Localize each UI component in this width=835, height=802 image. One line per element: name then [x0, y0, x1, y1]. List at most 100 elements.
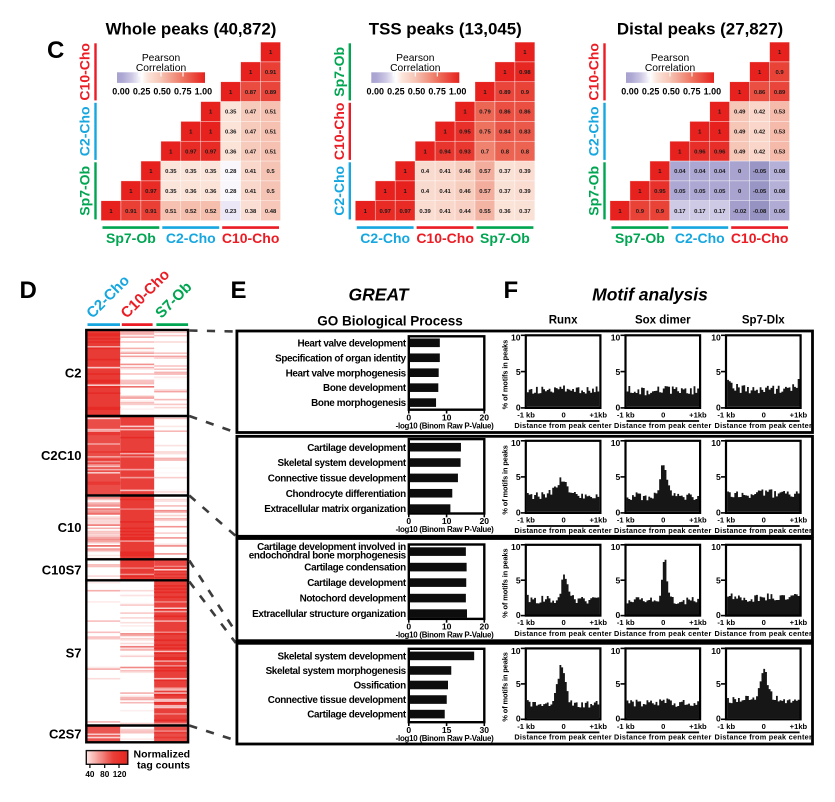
- svg-text:Normalized: Normalized: [134, 749, 191, 761]
- svg-text:0.04: 0.04: [714, 169, 726, 175]
- svg-text:0.84: 0.84: [499, 129, 511, 135]
- svg-text:0.42: 0.42: [754, 110, 766, 116]
- svg-text:C10-Cho: C10-Cho: [222, 230, 280, 246]
- svg-text:Cartilage development involved: Cartilage development involved in: [257, 542, 406, 553]
- svg-text:Extracellular structure organi: Extracellular structure organization: [252, 609, 406, 620]
- svg-text:+1kb: +1kb: [589, 618, 607, 627]
- svg-text:0.57: 0.57: [479, 169, 491, 175]
- svg-text:Correlation: Correlation: [136, 63, 187, 74]
- svg-text:Ossification: Ossification: [353, 681, 406, 692]
- svg-text:Chondrocyte differentiation: Chondrocyte differentiation: [286, 489, 406, 500]
- svg-text:0.53: 0.53: [774, 149, 786, 155]
- svg-text:Pearson: Pearson: [651, 53, 690, 64]
- svg-text:0: 0: [661, 722, 665, 731]
- svg-text:0.89: 0.89: [499, 90, 511, 96]
- svg-text:0: 0: [616, 507, 621, 517]
- svg-text:1: 1: [463, 110, 467, 116]
- svg-text:0.00: 0.00: [367, 86, 385, 96]
- svg-text:+1kb: +1kb: [589, 722, 607, 731]
- svg-text:Extracellular matrix organizat: Extracellular matrix organization: [264, 504, 406, 515]
- svg-text:Distal peaks (27,827): Distal peaks (27,827): [617, 19, 783, 38]
- svg-text:1: 1: [189, 129, 193, 135]
- svg-text:+1kb: +1kb: [790, 516, 808, 525]
- svg-text:1.00: 1.00: [449, 86, 467, 96]
- svg-text:1: 1: [718, 110, 722, 116]
- svg-text:0: 0: [616, 610, 621, 620]
- svg-text:+1kb: +1kb: [589, 411, 607, 420]
- svg-text:S7: S7: [66, 645, 82, 660]
- svg-text:0.55: 0.55: [479, 209, 491, 215]
- svg-text:0.95: 0.95: [459, 129, 471, 135]
- svg-text:5: 5: [516, 679, 521, 689]
- svg-text:5: 5: [516, 472, 521, 482]
- svg-text:TSS peaks (13,045): TSS peaks (13,045): [369, 19, 522, 38]
- svg-text:1: 1: [618, 209, 622, 215]
- svg-text:+1kb: +1kb: [790, 411, 808, 420]
- svg-text:0.4: 0.4: [421, 189, 430, 195]
- svg-text:0: 0: [716, 507, 721, 517]
- svg-text:0: 0: [716, 402, 721, 412]
- svg-text:5: 5: [616, 367, 621, 377]
- svg-text:10: 10: [711, 542, 721, 552]
- svg-text:0.46: 0.46: [459, 169, 471, 175]
- svg-text:+1kb: +1kb: [689, 722, 707, 731]
- svg-text:0: 0: [762, 516, 766, 525]
- svg-text:C2: C2: [65, 366, 82, 381]
- svg-text:C10-Cho: C10-Cho: [416, 230, 474, 246]
- svg-text:Heart valve morphogenesis: Heart valve morphogenesis: [286, 368, 407, 379]
- svg-text:0: 0: [561, 516, 565, 525]
- svg-text:80: 80: [100, 770, 110, 779]
- svg-text:10: 10: [511, 333, 521, 343]
- svg-text:Whole peaks (40,872): Whole peaks (40,872): [106, 19, 277, 38]
- svg-text:-0.08: -0.08: [753, 209, 767, 215]
- svg-text:0.4: 0.4: [421, 169, 430, 175]
- svg-text:0.87: 0.87: [245, 90, 257, 96]
- svg-text:C10: C10: [58, 520, 82, 535]
- svg-text:Distance from peak center: Distance from peak center: [715, 526, 813, 535]
- svg-text:1: 1: [658, 169, 662, 175]
- svg-text:0.36: 0.36: [499, 209, 511, 215]
- svg-text:0.05: 0.05: [694, 189, 706, 195]
- svg-text:0: 0: [762, 722, 766, 731]
- svg-text:0.36: 0.36: [225, 129, 237, 135]
- svg-text:-log10 (Binom Raw P-Value): -log10 (Binom Raw P-Value): [396, 734, 494, 743]
- svg-text:0: 0: [406, 725, 411, 735]
- svg-text:Correlation: Correlation: [645, 63, 696, 74]
- svg-text:0.75: 0.75: [683, 86, 701, 96]
- svg-text:Bone morphogenesis: Bone morphogenesis: [311, 398, 407, 409]
- svg-text:Distance from peak center: Distance from peak center: [514, 526, 612, 535]
- svg-text:0.35: 0.35: [165, 189, 177, 195]
- svg-text:1: 1: [483, 90, 487, 96]
- svg-text:0.17: 0.17: [694, 209, 706, 215]
- svg-text:10: 10: [442, 516, 452, 526]
- svg-text:0.36: 0.36: [185, 189, 197, 195]
- svg-text:C2S7: C2S7: [49, 726, 82, 741]
- svg-text:0: 0: [406, 622, 411, 632]
- svg-text:0.9: 0.9: [775, 70, 784, 76]
- svg-text:GO Biological Process: GO Biological Process: [317, 314, 463, 329]
- svg-text:5: 5: [616, 575, 621, 585]
- svg-text:0.48: 0.48: [265, 209, 277, 215]
- svg-text:0.91: 0.91: [265, 70, 277, 76]
- svg-text:1: 1: [678, 149, 682, 155]
- svg-text:1: 1: [404, 189, 408, 195]
- svg-text:Runx: Runx: [549, 315, 578, 327]
- svg-text:Connective tissue development: Connective tissue development: [268, 474, 407, 485]
- svg-text:0.53: 0.53: [774, 110, 786, 116]
- svg-text:GREAT: GREAT: [349, 285, 410, 305]
- svg-text:0.97: 0.97: [205, 149, 217, 155]
- svg-text:0.9: 0.9: [636, 209, 645, 215]
- svg-text:1.00: 1.00: [195, 86, 213, 96]
- svg-text:0.47: 0.47: [245, 110, 257, 116]
- svg-text:0.9: 0.9: [656, 209, 665, 215]
- svg-text:+1kb: +1kb: [689, 618, 707, 627]
- svg-text:0.36: 0.36: [225, 149, 237, 155]
- svg-text:0.42: 0.42: [754, 129, 766, 135]
- svg-text:Sp7-Ob: Sp7-Ob: [615, 230, 665, 246]
- svg-text:1: 1: [638, 189, 642, 195]
- svg-text:Sp7-Ob: Sp7-Ob: [480, 230, 530, 246]
- svg-text:Connective tissue development: Connective tissue development: [268, 695, 407, 706]
- svg-text:0.52: 0.52: [185, 209, 197, 215]
- svg-text:0.51: 0.51: [265, 149, 277, 155]
- svg-text:10: 10: [711, 646, 721, 656]
